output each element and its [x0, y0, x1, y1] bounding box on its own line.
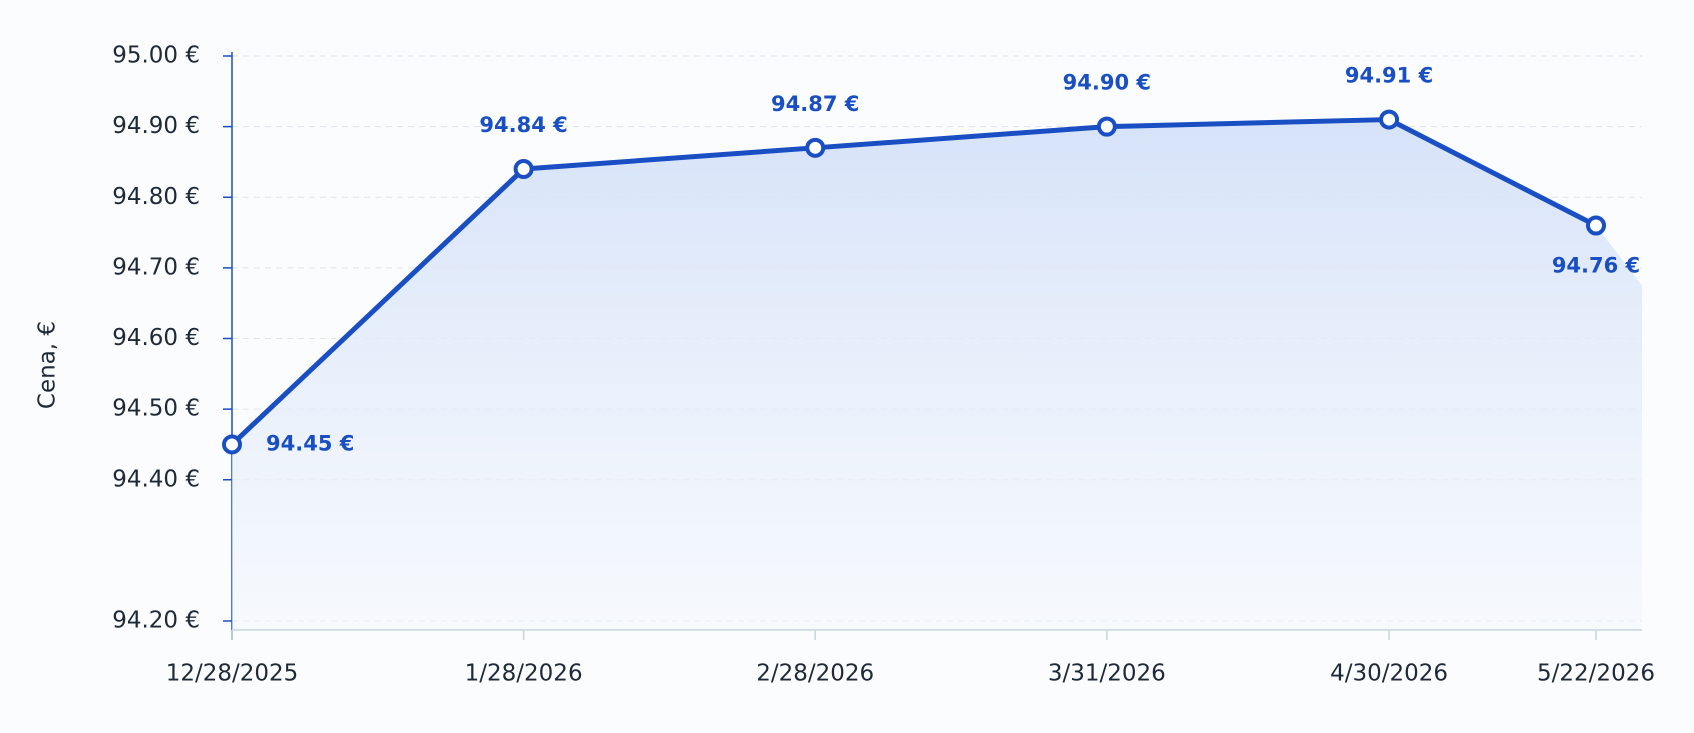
data-label: 94.90 €: [1063, 71, 1151, 95]
line: [230, 117, 1598, 447]
data-label: 94.76 €: [1552, 254, 1640, 278]
point: [513, 159, 534, 179]
y-tick-label: 94.60 €: [112, 325, 200, 351]
y-tick-label: 94.20 €: [112, 608, 200, 634]
point: [1586, 215, 1606, 236]
y-tick-label: 95.00 €: [112, 43, 200, 69]
y-tick-label: 94.80 €: [112, 184, 200, 210]
x-tick-label: 5/22/2026: [1537, 661, 1655, 687]
data-label: 94.87 €: [771, 92, 859, 116]
point: [805, 137, 826, 158]
point: [1379, 109, 1400, 130]
data-label: 94.45 €: [266, 431, 354, 455]
point: [222, 434, 242, 455]
data-label: 94.84 €: [479, 113, 567, 137]
x-tick-label: 2/28/2026: [756, 661, 874, 687]
y-tick-label: 94.90 €: [112, 113, 200, 139]
y-axis-title: Cena, €: [35, 321, 61, 409]
y-tick-label: 94.40 €: [112, 466, 200, 492]
area: [232, 119, 1642, 630]
y-tick-label: 94.70 €: [112, 254, 200, 280]
data-label: 94.91 €: [1345, 64, 1433, 88]
y-tick-label: 94.50 €: [112, 396, 200, 422]
point: [1096, 116, 1117, 137]
x-tick-label: 3/31/2026: [1048, 661, 1166, 687]
x-tick-label: 12/28/2025: [166, 661, 299, 687]
x-tick-label: 1/28/2026: [465, 661, 583, 687]
x-tick-label: 4/30/2026: [1330, 661, 1448, 687]
